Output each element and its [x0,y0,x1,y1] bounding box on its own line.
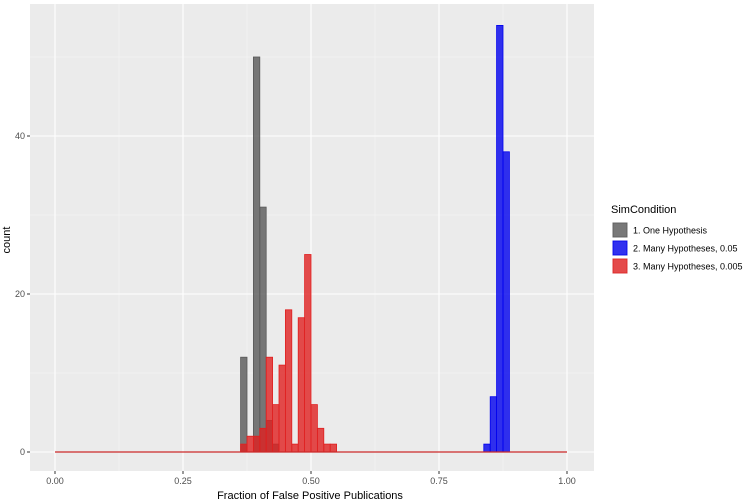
legend-item: 3. Many Hypotheses, 0.005 [612,258,743,274]
bar [316,427,325,453]
series-3-bars [240,254,338,453]
bar [259,206,267,453]
bar [502,151,510,453]
legend-item: 1. One Hypothesis [612,222,708,238]
y-tick-label: 20 [15,289,25,299]
bar [291,443,299,453]
bar [272,404,280,453]
legend-item: 2. Many Hypotheses, 0.05 [612,240,738,256]
bar [259,427,267,453]
bar [240,443,248,453]
ticks: 0.00 0.25 0.50 0.75 1.00 0 20 40 [15,131,576,486]
legend: SimCondition 1. One Hypothesis 2. Many Hy… [611,204,743,274]
legend-swatch [612,222,628,238]
x-tick-label: 0.50 [302,476,320,486]
y-tick-label: 0 [20,447,25,457]
bar [297,317,306,453]
x-tick-label: 0.75 [430,476,448,486]
legend-title: SimCondition [611,204,676,216]
bar [252,435,261,453]
bar [304,254,312,453]
bar [483,443,491,453]
x-axis-title: Fraction of False Positive Publications [217,490,403,502]
series-2-bars [483,24,510,453]
bar [284,309,293,453]
legend-swatch [612,240,628,256]
bar [252,56,261,453]
bar [329,443,338,453]
x-tick-label: 1.00 [558,476,576,486]
legend-label: 3. Many Hypotheses, 0.005 [633,262,743,272]
bar [278,364,286,453]
bar [265,356,274,453]
bar [240,356,248,453]
legend-label: 1. One Hypothesis [633,226,708,236]
y-axis-title: count [1,227,13,254]
legend-swatch [612,258,628,274]
bar [489,396,498,453]
legend-label: 2. Many Hypotheses, 0.05 [633,244,738,254]
y-tick-label: 40 [15,131,25,141]
x-tick-label: 0.25 [174,476,192,486]
legend-items: 1. One Hypothesis 2. Many Hypotheses, 0.0… [612,222,743,274]
bar [496,24,504,453]
bar [310,404,318,453]
x-tick-label: 0.00 [46,476,64,486]
bar [246,435,254,453]
bar [323,443,331,453]
